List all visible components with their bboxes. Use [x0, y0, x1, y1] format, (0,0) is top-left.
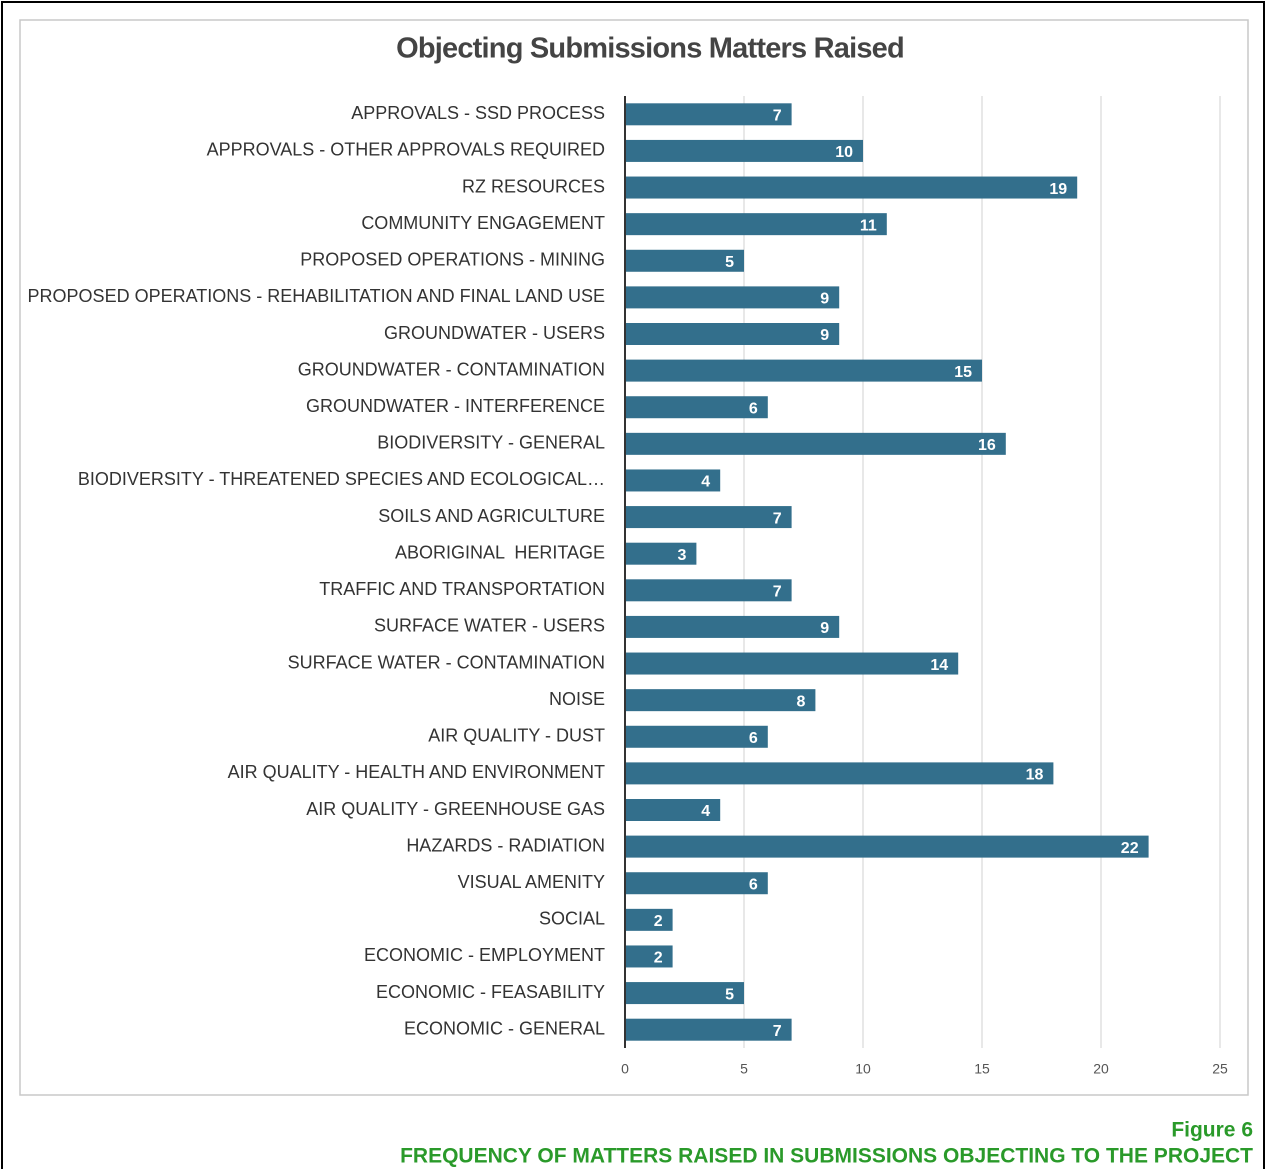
y-category-label: GROUNDWATER - USERS — [384, 323, 605, 343]
y-category-label: ECONOMIC - EMPLOYMENT — [364, 945, 605, 965]
bar — [625, 506, 792, 529]
y-category-label: APPROVALS - SSD PROCESS — [351, 103, 605, 123]
bar — [625, 286, 840, 309]
bar — [625, 615, 840, 638]
bar-value-label: 5 — [725, 986, 734, 1003]
x-tick-label: 20 — [1093, 1061, 1109, 1077]
bar — [625, 213, 887, 236]
bar — [625, 762, 1054, 785]
bar — [625, 945, 673, 968]
bar-value-label: 15 — [954, 364, 972, 381]
bar — [625, 469, 721, 492]
bar — [625, 432, 1006, 455]
y-category-label: SURFACE WATER - USERS — [374, 616, 605, 636]
y-category-label: AIR QUALITY - DUST — [428, 726, 605, 746]
y-category-label: SOCIAL — [539, 909, 605, 929]
y-category-label: SURFACE WATER - CONTAMINATION — [288, 652, 605, 672]
bar-value-label: 3 — [677, 547, 686, 564]
y-category-label: ECONOMIC - GENERAL — [404, 1018, 605, 1038]
y-category-label: ABORIGINAL HERITAGE — [395, 542, 605, 562]
y-category-label: BIODIVERSITY - GENERAL — [377, 433, 605, 453]
bar-value-label: 19 — [1049, 181, 1067, 198]
bar-value-label: 7 — [773, 1023, 782, 1040]
y-category-label: PROPOSED OPERATIONS - MINING — [300, 250, 605, 270]
bar-value-label: 9 — [820, 291, 829, 308]
y-category-label: RZ RESOURCES — [462, 176, 605, 196]
bar-value-label: 7 — [773, 510, 782, 527]
bar-value-label: 2 — [654, 950, 663, 967]
bar-value-label: 22 — [1121, 840, 1139, 857]
bar-value-label: 7 — [773, 108, 782, 125]
bar-value-label: 9 — [820, 620, 829, 637]
y-category-label: GROUNDWATER - INTERFERENCE — [306, 396, 605, 416]
y-category-label: HAZARDS - RADIATION — [406, 835, 605, 855]
bar — [625, 872, 768, 895]
y-category-label: GROUNDWATER - CONTAMINATION — [298, 359, 605, 379]
y-category-label: BIODIVERSITY - THREATENED SPECIES AND EC… — [78, 469, 605, 489]
x-tick-label: 15 — [974, 1061, 990, 1077]
y-category-label: TRAFFIC AND TRANSPORTATION — [319, 579, 605, 599]
bar — [625, 908, 673, 931]
bar-value-label: 16 — [978, 437, 996, 454]
bar — [625, 689, 816, 712]
bar — [625, 799, 721, 821]
bar-value-label: 6 — [749, 730, 758, 747]
bar — [625, 725, 768, 748]
bar — [625, 176, 1078, 199]
y-category-label: VISUAL AMENITY — [458, 872, 605, 892]
y-category-label: ECONOMIC - FEASABILITY — [376, 982, 605, 1002]
bar — [625, 982, 744, 1005]
bar — [625, 103, 792, 126]
bar — [625, 139, 863, 162]
bar — [625, 579, 792, 602]
bar-value-label: 5 — [725, 254, 734, 271]
bar — [625, 1018, 792, 1041]
bar-value-label: 2 — [654, 913, 663, 930]
y-category-label: COMMUNITY ENGAGEMENT — [361, 213, 605, 233]
bar-value-label: 4 — [701, 474, 710, 491]
y-category-label: AIR QUALITY - HEALTH AND ENVIRONMENT — [228, 762, 605, 782]
y-category-label: AIR QUALITY - GREENHOUSE GAS — [306, 799, 605, 819]
bar — [625, 396, 768, 419]
bar-value-label: 11 — [860, 217, 877, 234]
figure-label: Figure 6 — [1171, 1119, 1253, 1142]
bar-value-label: 6 — [749, 876, 758, 893]
bar-value-label: 6 — [749, 400, 758, 417]
y-category-label: APPROVALS - OTHER APPROVALS REQUIRED — [207, 140, 605, 160]
x-tick-label: 5 — [740, 1061, 748, 1077]
y-category-label: NOISE — [549, 689, 605, 709]
bar-value-label: 9 — [820, 327, 829, 344]
bar — [625, 323, 840, 345]
bar — [625, 542, 697, 565]
chart-title: Objecting Submissions Matters Raised — [396, 33, 904, 65]
bar-value-label: 14 — [930, 657, 948, 674]
figure-title: FREQUENCY OF MATTERS RAISED IN SUBMISSIO… — [400, 1145, 1253, 1168]
bar-value-label: 7 — [773, 584, 782, 601]
bar — [625, 249, 744, 272]
bar — [625, 835, 1149, 858]
x-tick-label: 25 — [1212, 1061, 1228, 1077]
bar — [625, 359, 982, 382]
bar-value-label: 10 — [835, 144, 853, 161]
bar — [625, 652, 959, 675]
y-category-label: PROPOSED OPERATIONS - REHABILITATION AND… — [28, 286, 605, 306]
bar-value-label: 8 — [796, 693, 805, 710]
bar-value-label: 4 — [701, 803, 710, 820]
x-tick-label: 10 — [855, 1061, 871, 1077]
bar-value-label: 18 — [1026, 767, 1044, 784]
y-category-label: SOILS AND AGRICULTURE — [378, 506, 605, 526]
x-tick-label: 0 — [621, 1061, 629, 1077]
